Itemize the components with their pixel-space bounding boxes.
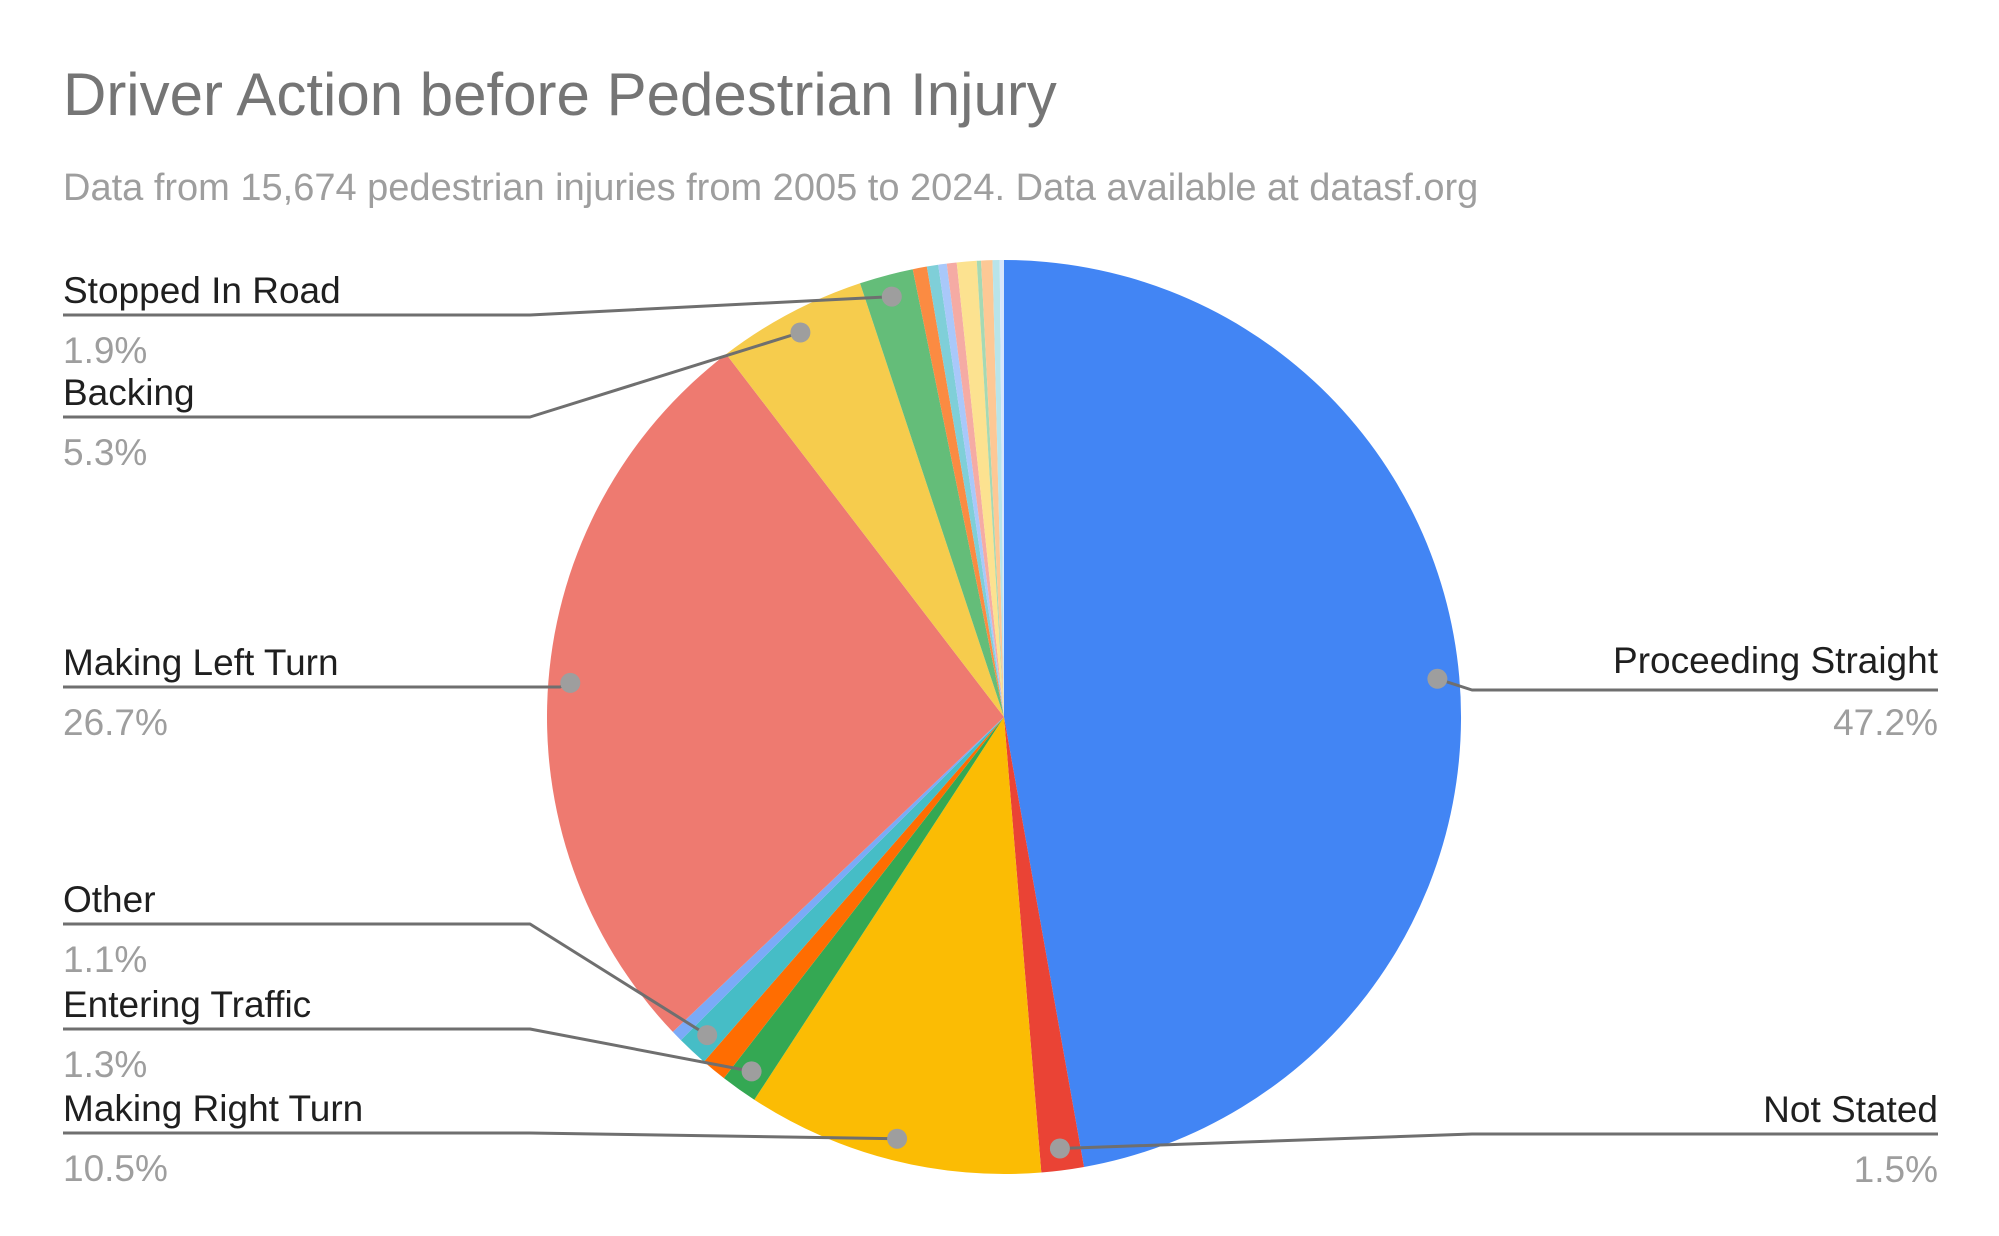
pie-slice-segment-10[interactable] bbox=[912, 266, 1004, 717]
slice-label-making-right-turn: Making Right Turn bbox=[63, 1088, 363, 1129]
pie-slice-segment-15[interactable] bbox=[976, 260, 1004, 717]
leader-dot-other bbox=[697, 1025, 718, 1046]
slice-percent-backing: 5.3% bbox=[63, 432, 147, 473]
pie-callouts: Proceeding Straight 47.2% Not Stated 1.5% Ma… bbox=[63, 270, 1939, 1190]
slice-label-backing: Backing bbox=[63, 372, 195, 413]
leader-line-stopped-in-road bbox=[63, 295, 892, 317]
chart-title: Driver Action before Pedestrian Injury bbox=[63, 61, 1057, 128]
pie-slice-making-right-turn[interactable] bbox=[754, 717, 1042, 1175]
leader-dot-entering-traffic bbox=[741, 1061, 762, 1082]
leader-dot-not-stated bbox=[1049, 1138, 1070, 1159]
pie-slice-segment-12[interactable] bbox=[938, 263, 1004, 717]
pie-slice-stopped-in-road[interactable] bbox=[860, 269, 1004, 717]
pie-slice-segment-11[interactable] bbox=[926, 264, 1004, 717]
slice-percent-making-right-turn: 10.5% bbox=[63, 1148, 168, 1189]
leader-dot-proceeding-straight bbox=[1427, 668, 1448, 689]
pie-slice-backing[interactable] bbox=[726, 283, 1004, 717]
leader-line-entering-traffic bbox=[63, 1027, 752, 1073]
slice-label-not-stated: Not Stated bbox=[1763, 1089, 1938, 1130]
pie-slices bbox=[546, 260, 1462, 1175]
leader-line-not-stated bbox=[1059, 1132, 1938, 1150]
leader-line-making-right-turn bbox=[63, 1131, 898, 1141]
leader-dot-backing bbox=[790, 322, 811, 343]
leader-line-other bbox=[63, 922, 708, 1037]
pie-slice-entering-traffic[interactable] bbox=[723, 717, 1004, 1100]
slice-label-proceeding-straight: Proceeding Straight bbox=[1613, 640, 1939, 681]
pie-slice-segment-13[interactable] bbox=[946, 262, 1004, 717]
slice-percent-other: 1.1% bbox=[63, 939, 147, 980]
leader-line-making-left-turn bbox=[63, 681, 571, 689]
leader-dot-making-left-turn bbox=[560, 672, 581, 693]
slice-percent-stopped-in-road: 1.9% bbox=[63, 330, 147, 371]
slice-percent-proceeding-straight: 47.2% bbox=[1833, 702, 1938, 743]
chart-subtitle: Data from 15,674 pedestrian injuries fro… bbox=[63, 167, 1479, 209]
leader-line-proceeding-straight bbox=[1436, 677, 1938, 692]
pie-slice-not-stated[interactable] bbox=[1004, 717, 1084, 1173]
leader-line-backing bbox=[63, 331, 801, 419]
slice-label-making-left-turn: Making Left Turn bbox=[63, 642, 339, 683]
pie-slice-making-left-turn[interactable] bbox=[546, 354, 1004, 1032]
slice-percent-making-left-turn: 26.7% bbox=[63, 702, 168, 743]
slice-label-entering-traffic: Entering Traffic bbox=[63, 984, 311, 1025]
pie-slice-segment-16[interactable] bbox=[981, 260, 1004, 717]
pie-slice-segment-6[interactable] bbox=[672, 717, 1004, 1041]
leader-dot-stopped-in-road bbox=[881, 286, 902, 307]
slice-percent-not-stated: 1.5% bbox=[1854, 1149, 1938, 1190]
slice-label-stopped-in-road: Stopped In Road bbox=[63, 270, 341, 311]
pie-slice-segment-14[interactable] bbox=[956, 260, 1004, 717]
pie-slice-segment-4[interactable] bbox=[703, 717, 1004, 1079]
pie-slice-segment-18[interactable] bbox=[999, 260, 1004, 717]
pie-slice-proceeding-straight[interactable] bbox=[1004, 260, 1462, 1167]
pie-slice-segment-17[interactable] bbox=[992, 260, 1004, 717]
slice-percent-entering-traffic: 1.3% bbox=[63, 1044, 147, 1085]
slice-label-other: Other bbox=[63, 879, 156, 920]
leader-dot-making-right-turn bbox=[887, 1128, 908, 1149]
pie-slice-other[interactable] bbox=[680, 717, 1004, 1062]
